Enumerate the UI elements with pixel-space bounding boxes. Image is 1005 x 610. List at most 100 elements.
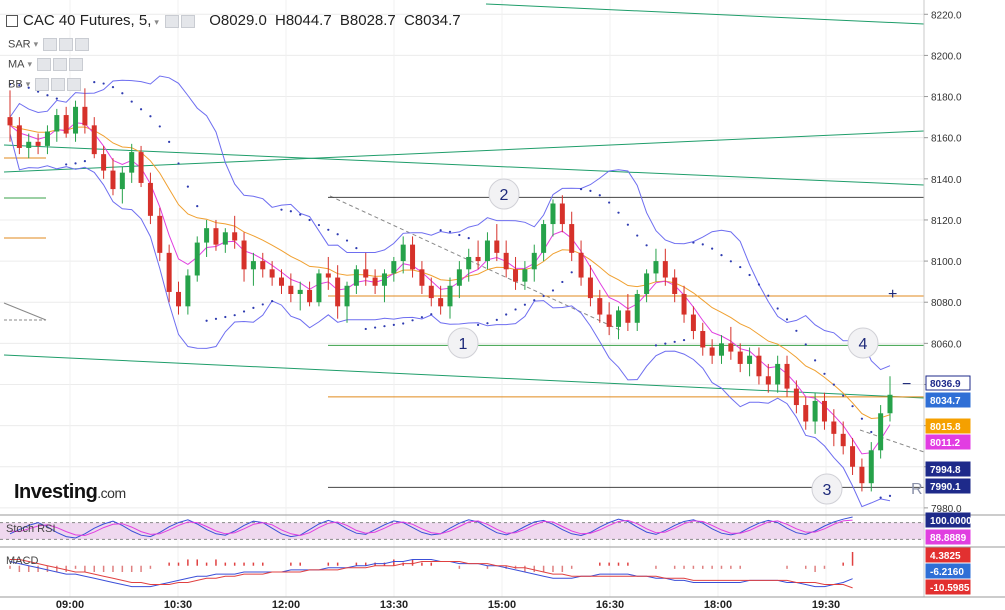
chevron-down-icon[interactable]: ▾ xyxy=(154,17,159,27)
sar-dot xyxy=(870,430,873,434)
sar-dot xyxy=(795,329,798,332)
candle-body xyxy=(887,394,893,414)
price-tag-label: -6.2160 xyxy=(930,567,964,578)
sar-dot xyxy=(654,344,658,347)
price-tag-label: 100.0000 xyxy=(930,516,972,527)
svg-text:1: 1 xyxy=(459,336,468,353)
indicator-sar[interactable]: SAR ▾ xyxy=(8,38,90,51)
price-tag-label: 8011.2 xyxy=(930,438,960,449)
sar-dot xyxy=(158,125,161,128)
stoch-rsi-label[interactable]: Stoch RSI xyxy=(6,523,56,535)
candle-body xyxy=(91,125,97,155)
close-icon[interactable] xyxy=(69,58,84,71)
candle-body xyxy=(634,293,640,323)
candle-body xyxy=(718,343,724,356)
brand-logo: Investing.com xyxy=(14,481,126,503)
candle xyxy=(587,265,593,307)
candle-body xyxy=(494,240,500,253)
sar-dot xyxy=(46,94,49,97)
sar-dot xyxy=(83,160,86,163)
sar-dot xyxy=(168,140,171,143)
sar-dot xyxy=(776,307,779,310)
candle-body xyxy=(344,285,350,307)
sar-dot xyxy=(879,496,882,499)
candle xyxy=(438,285,444,315)
candle-body xyxy=(166,252,172,292)
indicator-sar-label: SAR xyxy=(8,38,31,51)
candle xyxy=(157,207,163,262)
settings-icon[interactable] xyxy=(165,14,180,28)
gear-icon[interactable] xyxy=(59,38,74,51)
sar-dot xyxy=(205,319,208,322)
candle-body xyxy=(447,285,453,307)
sar-dot xyxy=(505,313,508,316)
y-tick-label: 8160.0 xyxy=(931,134,962,145)
chevron-down-icon[interactable]: ▾ xyxy=(27,59,33,70)
gear-icon[interactable] xyxy=(51,78,66,91)
sar-dot xyxy=(748,273,751,277)
wave-label-4[interactable]: 4 xyxy=(847,327,879,359)
indicator-ma[interactable]: MA ▾ xyxy=(8,58,84,71)
candle xyxy=(821,392,827,430)
candle xyxy=(541,219,547,262)
candle-body xyxy=(475,256,481,262)
sar-dot xyxy=(317,223,321,227)
sar-dot xyxy=(214,317,218,320)
candle-body xyxy=(625,310,631,323)
price-tag-bg xyxy=(925,563,971,579)
time-axis[interactable]: 09:00 10:30 12:00 13:30 15:00 16:30 18:00 19:30 xyxy=(56,599,840,610)
candle-body xyxy=(484,240,490,262)
candle-body xyxy=(709,347,715,356)
candle-body xyxy=(400,244,406,262)
wave-label-1[interactable]: 1 xyxy=(447,327,479,359)
indicator-bb[interactable]: BB ▾ xyxy=(8,78,82,91)
wave-label-2[interactable]: 2 xyxy=(488,178,520,210)
candle-body xyxy=(269,269,275,278)
candle-body xyxy=(35,141,41,146)
candle-body xyxy=(821,400,827,422)
gear-icon[interactable] xyxy=(181,14,196,28)
candle xyxy=(110,158,116,196)
collapse-icon[interactable] xyxy=(6,15,18,28)
bb-lower xyxy=(9,133,891,508)
candle xyxy=(381,269,387,303)
macd-panel: 4.3825 -6.2160 -10.5985 xyxy=(9,547,971,595)
svg-text:3: 3 xyxy=(823,482,832,499)
price-tag: 7990.1 xyxy=(925,478,971,494)
macd-line xyxy=(9,559,853,588)
candle xyxy=(232,215,238,249)
chevron-down-icon[interactable]: ▾ xyxy=(33,39,39,50)
eye-icon[interactable] xyxy=(35,78,50,91)
candle-body xyxy=(690,314,696,332)
candle-body xyxy=(260,261,266,270)
x-tick-label: 13:30 xyxy=(380,599,408,610)
chevron-down-icon[interactable]: ▾ xyxy=(25,79,31,90)
ohlc-high: H8044.7 xyxy=(274,12,332,29)
close-icon[interactable] xyxy=(75,38,90,51)
candle-body xyxy=(363,269,369,278)
sar-dot xyxy=(233,314,236,317)
candle xyxy=(737,343,743,373)
sar-dot xyxy=(832,383,835,386)
candle-body xyxy=(325,273,331,278)
sar-dot xyxy=(682,338,686,342)
y-tick-label: 8180.0 xyxy=(931,93,962,104)
eye-icon[interactable] xyxy=(37,58,52,71)
candle xyxy=(681,285,687,323)
sar-dot xyxy=(767,294,770,297)
macd-label[interactable]: MACD xyxy=(6,555,39,567)
close-icon[interactable] xyxy=(67,78,82,91)
y-tick-label: 8220.0 xyxy=(931,10,962,21)
gear-icon[interactable] xyxy=(53,58,68,71)
price-tag-bg xyxy=(925,529,971,545)
wave-label-3[interactable]: 3 xyxy=(811,473,843,505)
candle xyxy=(765,363,771,393)
candle xyxy=(718,335,724,364)
candle-body xyxy=(587,277,593,299)
candle xyxy=(204,219,210,257)
sar-dot xyxy=(673,340,676,343)
candle xyxy=(54,108,60,142)
eye-icon[interactable] xyxy=(43,38,58,51)
stoch-k xyxy=(9,516,853,539)
sar-dot xyxy=(579,188,583,191)
